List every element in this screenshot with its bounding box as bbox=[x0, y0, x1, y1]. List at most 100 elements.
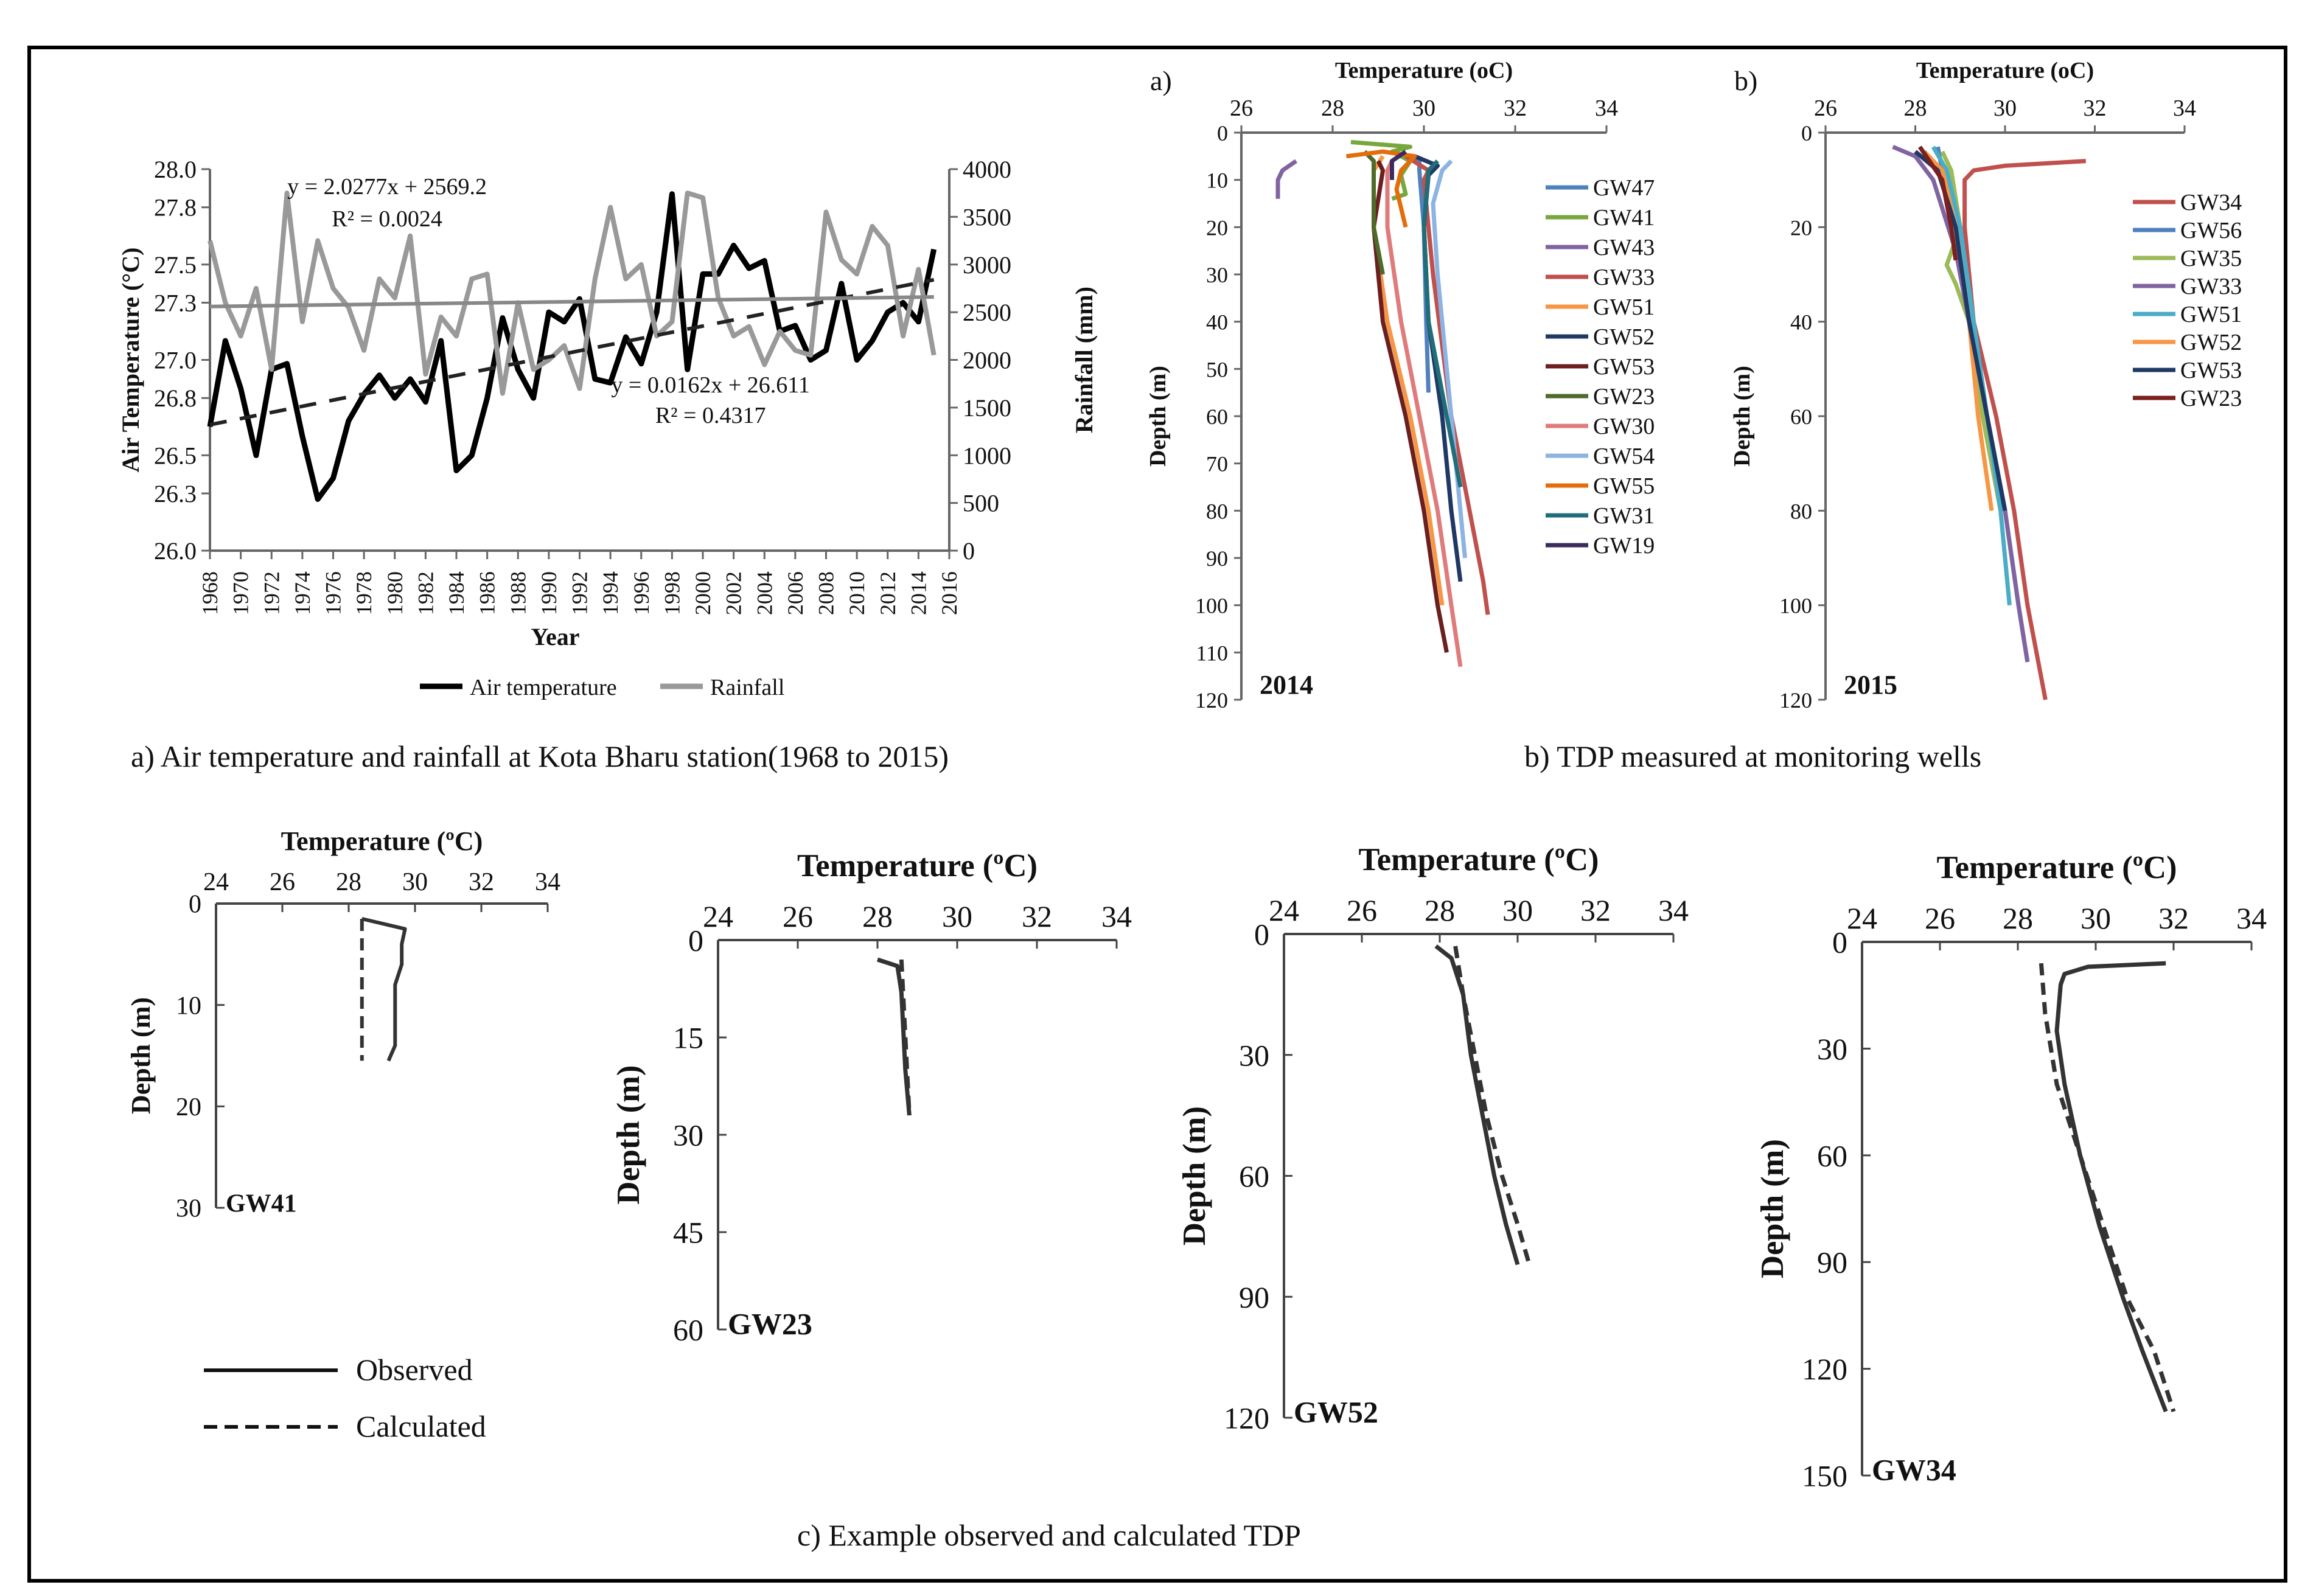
tdp2014-y-tick-label: 10 bbox=[1206, 169, 1228, 193]
gw34-x-tick-label: 34 bbox=[2236, 901, 2267, 935]
air-x-tick-label: 1982 bbox=[413, 571, 438, 615]
gw41-well-label: GW41 bbox=[226, 1190, 297, 1218]
gw23-y-tick-label: 0 bbox=[688, 924, 703, 958]
air-x-tick-label: 1968 bbox=[198, 571, 222, 615]
air-equation-label: R² = 0.4317 bbox=[655, 403, 766, 428]
gw41-x-tick-label: 32 bbox=[469, 868, 494, 896]
tdp2015-series-gw35 bbox=[1940, 150, 2003, 511]
air-temperature-rainfall-chart: 26.0 26.3 26.5 26.8 27.0 27.3 27.5 27.8 28.0 0 500… bbox=[117, 156, 1098, 700]
air-x-tick-label: 1976 bbox=[321, 571, 346, 615]
caption-a: a) Air temperature and rainfall at Kota … bbox=[131, 739, 949, 773]
tdp2014-y-tick-label: 120 bbox=[1195, 688, 1228, 713]
gw52-profile-chart: 24 26 28 30 32 34 0 30 60 90 120 Temperature (ºC) De… bbox=[1177, 842, 1689, 1435]
tdp2014-legend-label: GW55 bbox=[1593, 473, 1655, 499]
tdp2014-series-gw53 bbox=[1372, 160, 1449, 653]
air-x-tick-label: 1978 bbox=[352, 571, 376, 615]
gw34-x-tick-label: 26 bbox=[1925, 901, 1955, 935]
air-x-tick-label: 2004 bbox=[752, 571, 776, 615]
tdp2015-y-tick-label: 120 bbox=[1779, 688, 1812, 713]
air-x-tick-label: 2010 bbox=[845, 571, 869, 615]
gw41-observed-line bbox=[361, 917, 407, 1062]
gw23-x-tick-label: 34 bbox=[1101, 899, 1132, 933]
gw41-axis-title: Temperature (ºC) bbox=[281, 826, 483, 856]
gw52-y-tick-label: 0 bbox=[1254, 918, 1269, 952]
gw23-well-label: GW23 bbox=[728, 1307, 812, 1341]
tdp2015-legend-label: GW23 bbox=[2180, 386, 2242, 411]
tdp2014-x-tick-label: 28 bbox=[1321, 96, 1344, 121]
air-x-tick-label: 1970 bbox=[229, 571, 253, 615]
air-y-tick-label: 26.0 bbox=[154, 537, 197, 565]
gw34-profile-chart: 24 26 28 30 32 34 0 30 60 90 120 150 Temperature (ºC… bbox=[1755, 850, 2267, 1493]
air-y-tick-label: 26.8 bbox=[154, 385, 197, 412]
gw41-y-tick-label: 30 bbox=[176, 1195, 201, 1223]
tdp2015-x-tick-label: 28 bbox=[1904, 96, 1927, 121]
gw52-calculated-line bbox=[1453, 946, 1532, 1266]
air-temperature-trendline bbox=[209, 277, 935, 427]
tdp2015-y-tick-label: 80 bbox=[1790, 499, 1812, 523]
tdp2014-legend-label: GW51 bbox=[1593, 294, 1655, 320]
tdp2014-x-tick-label: 34 bbox=[1595, 96, 1618, 121]
air-y2-tick-label: 2000 bbox=[963, 347, 1011, 374]
tdp2014-y-tick-label: 50 bbox=[1206, 357, 1228, 382]
tdp2014-legend-label: GW47 bbox=[1593, 175, 1655, 201]
tdp2015-series-gw23 bbox=[1918, 145, 1958, 261]
gw52-y-tick-label: 90 bbox=[1239, 1280, 1269, 1314]
caption-c: c) Example observed and calculated TDP bbox=[797, 1518, 1301, 1552]
air-legend-label: Air temperature bbox=[470, 675, 617, 700]
air-x-tick-label: 1996 bbox=[629, 571, 654, 615]
tdp2014-panel-label: a) bbox=[1150, 65, 1172, 96]
tdp2015-legend-label: GW34 bbox=[2180, 190, 2242, 215]
air-x-tick-label: 1988 bbox=[506, 571, 530, 615]
tdp2014-series-gw19 bbox=[1390, 150, 1407, 180]
gw23-x-tick-label: 30 bbox=[942, 899, 972, 933]
gw23-y-tick-label: 15 bbox=[673, 1021, 703, 1055]
gw34-y-tick-label: 120 bbox=[1802, 1352, 1847, 1386]
gw23-y-axis-title: Depth (m) bbox=[611, 1065, 646, 1205]
gw34-y-tick-label: 30 bbox=[1817, 1032, 1847, 1066]
air-y2-tick-label: 4000 bbox=[963, 156, 1011, 183]
gw52-x-tick-label: 32 bbox=[1580, 893, 1611, 927]
gw41-y-tick-label: 10 bbox=[176, 992, 201, 1020]
air-legend-label: Rainfall bbox=[710, 675, 784, 700]
gw23-profile-chart: 24 26 28 30 32 34 0 15 30 45 60 Temperature (ºC) Dep… bbox=[611, 848, 1132, 1347]
gw34-x-tick-label: 28 bbox=[2003, 901, 2033, 935]
air-x-tick-label: 1990 bbox=[537, 571, 561, 615]
air-x-tick-label: 1998 bbox=[660, 571, 684, 615]
gw41-profile-chart: 24 26 28 30 32 34 0 10 20 30 Temperature (ºC) Depth… bbox=[126, 826, 560, 1443]
gw41-y-tick-label: 0 bbox=[189, 891, 201, 919]
air-x-tick-label: 2000 bbox=[691, 571, 715, 615]
tdp2014-x-tick-label: 26 bbox=[1230, 96, 1253, 121]
gw23-x-tick-label: 26 bbox=[783, 899, 813, 933]
air-x-tick-label: 1986 bbox=[475, 571, 500, 615]
air-y-tick-label: 26.5 bbox=[154, 442, 197, 469]
air-y2-axis-title: Rainfall (mm) bbox=[1070, 287, 1098, 433]
air-x-tick-label: 2008 bbox=[814, 571, 839, 615]
air-y2-tick-label: 3000 bbox=[963, 251, 1011, 279]
tdp2015-x-tick-label: 34 bbox=[2173, 96, 2196, 121]
gw34-x-tick-label: 32 bbox=[2158, 901, 2189, 935]
gw34-y-tick-label: 90 bbox=[1817, 1246, 1847, 1280]
tdp2014-series-gw23 bbox=[1362, 150, 1385, 275]
gw52-x-tick-label: 24 bbox=[1269, 893, 1299, 927]
tdp2015-legend-label: GW33 bbox=[2180, 274, 2242, 299]
gw52-axis-title: Temperature (ºC) bbox=[1359, 842, 1599, 877]
air-x-tick-label: 1980 bbox=[383, 571, 407, 615]
tdp2014-y-tick-label: 110 bbox=[1196, 641, 1228, 665]
tdp2014-y-tick-label: 20 bbox=[1206, 215, 1228, 240]
tdp2014-legend-label: GW41 bbox=[1593, 205, 1655, 231]
gw23-y-tick-label: 60 bbox=[673, 1313, 703, 1347]
gw34-calculated-line bbox=[2039, 963, 2176, 1412]
tdp2015-y-tick-label: 20 bbox=[1790, 215, 1812, 240]
air-x-tick-label: 1994 bbox=[598, 571, 623, 615]
tdp2015-x-tick-label: 30 bbox=[1993, 96, 2017, 121]
gw23-calculated-line bbox=[899, 959, 912, 1116]
gw34-y-tick-label: 150 bbox=[1802, 1459, 1847, 1493]
gw41-x-tick-label: 34 bbox=[535, 868, 560, 896]
gw34-x-tick-label: 24 bbox=[1847, 901, 1877, 935]
tdp2015-y-axis-title: Depth (m) bbox=[1729, 366, 1755, 467]
legend-calculated-label: Calculated bbox=[356, 1409, 486, 1443]
gw52-y-tick-label: 30 bbox=[1239, 1038, 1269, 1072]
air-x-tick-label: 1992 bbox=[568, 571, 592, 615]
air-x-tick-label: 2016 bbox=[937, 571, 961, 615]
tdp2014-y-tick-label: 70 bbox=[1206, 452, 1228, 476]
